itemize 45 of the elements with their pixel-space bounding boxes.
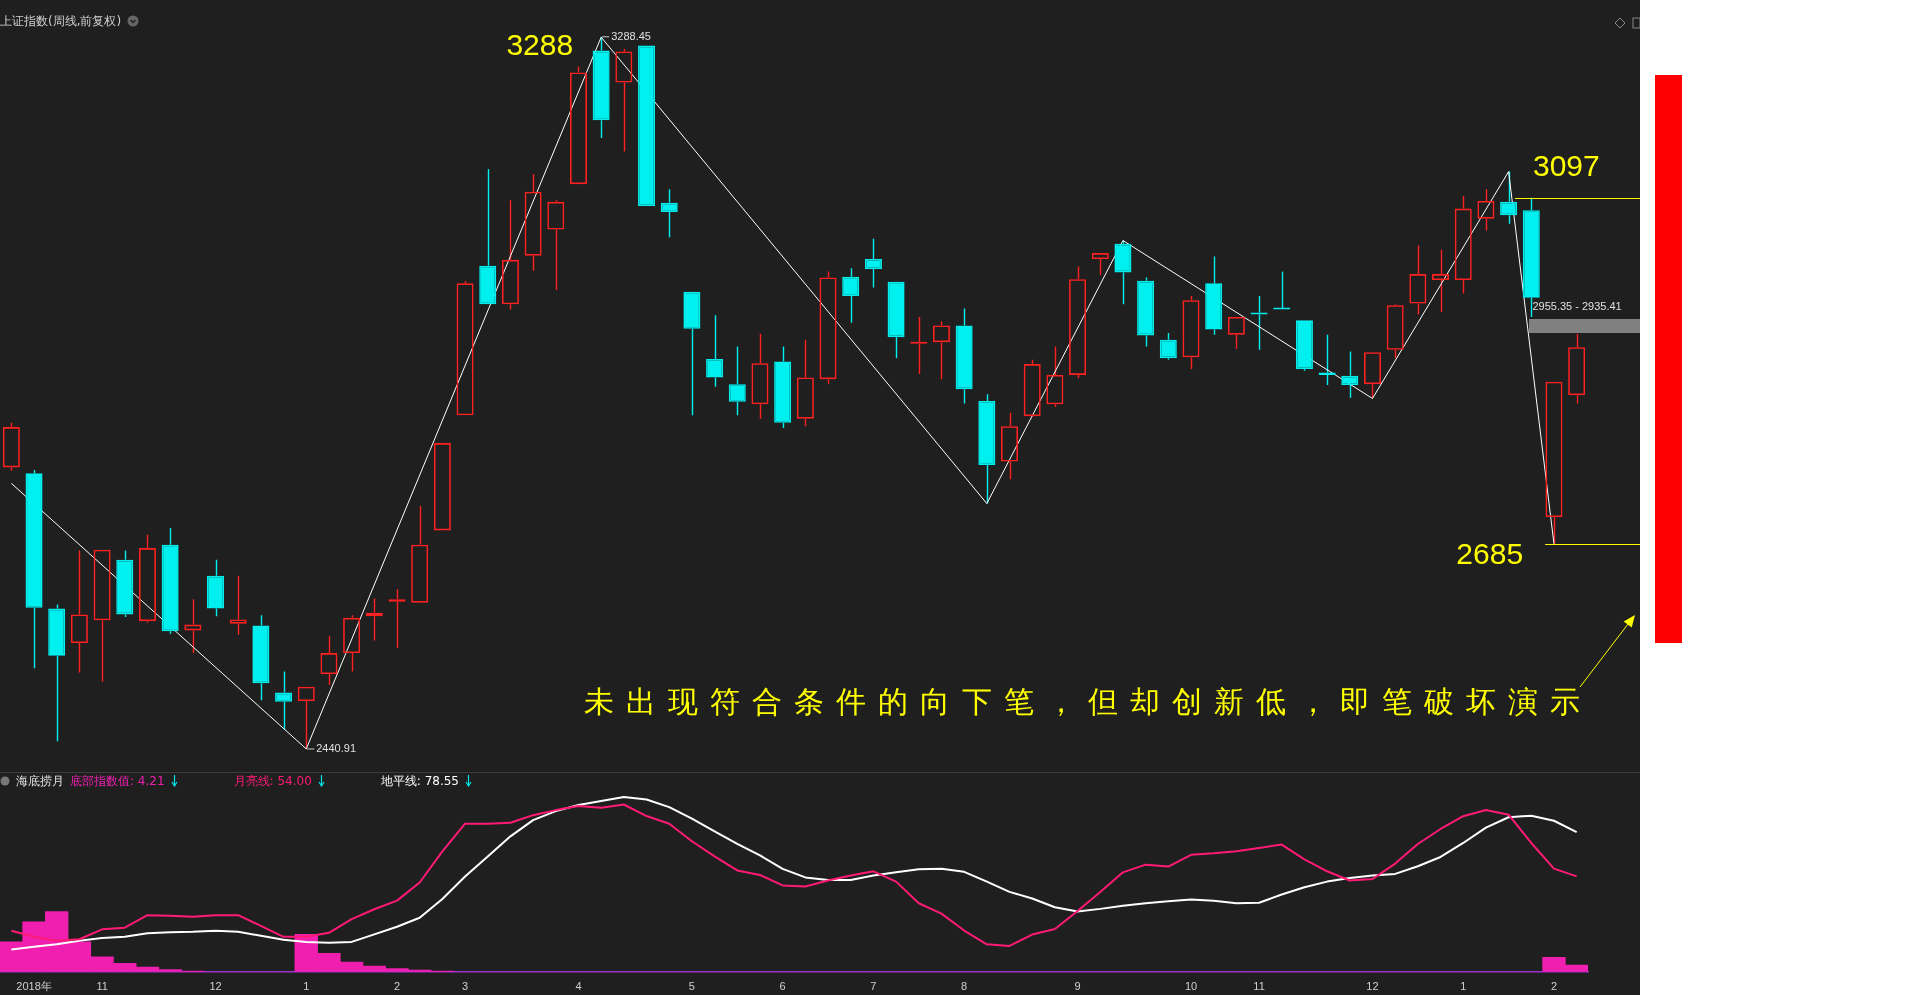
candlestick [660,188,678,238]
x-tick-label: 1 [1460,980,1467,993]
x-tick-label: 1 [303,980,310,993]
candlestick [207,559,225,617]
text: 底部指数值: 4.21 [70,772,165,790]
ref-line-label: 2685 [1456,537,1524,571]
candlestick [275,670,293,731]
candlestick [955,307,973,405]
x-tick-label: 12 [1366,980,1379,993]
annotation: 未出现符合条件的向下笔，但却创新低，即笔破坏演示 [583,684,1592,718]
x-tick-label: 3 [461,980,469,993]
x-tick-label: 4 [575,980,582,993]
candlestick [1341,350,1359,399]
x-tick-label: 2 [1550,980,1558,993]
candlestick [683,291,701,416]
candlestick [1114,239,1132,306]
candlestick [592,36,610,139]
x-tick-label: 2018年 [16,980,52,993]
annotation: 3288.45 [611,29,651,42]
x-tick-label: 5 [688,980,695,993]
x-tick-label: 11 [96,980,108,993]
x-tick-label: 9 [1074,980,1081,993]
candlestick [1295,320,1313,372]
candlestick [161,527,179,635]
annotation: 2440.91 [316,742,357,755]
x-tick-label: 11 [1253,980,1265,993]
x-tick-label: 12 [209,980,222,993]
x-tick-label: 6 [779,980,786,993]
chart-title: 上证指数(周线,前复权) [0,12,122,30]
ref-line-label: 3097 [1532,149,1600,183]
annotation: 3288 [506,28,574,62]
candlestick [774,345,792,429]
candlestick [1205,255,1223,336]
candlestick [479,168,497,305]
x-tick-label: 10 [1184,980,1198,993]
text: 月亮线: 54.00 [233,772,312,790]
text: 地平线: 78.55 [380,772,460,790]
x-tick-label: 2 [393,980,401,993]
candlestick [48,603,66,743]
candlestick [25,469,43,669]
annotation: 2955.35 - 2935.41 [1532,299,1622,312]
legend-title: 海底捞月 [16,772,64,790]
x-tick-label: 8 [961,980,968,993]
x-tick-label: 7 [870,980,877,993]
candlestick [252,614,270,701]
